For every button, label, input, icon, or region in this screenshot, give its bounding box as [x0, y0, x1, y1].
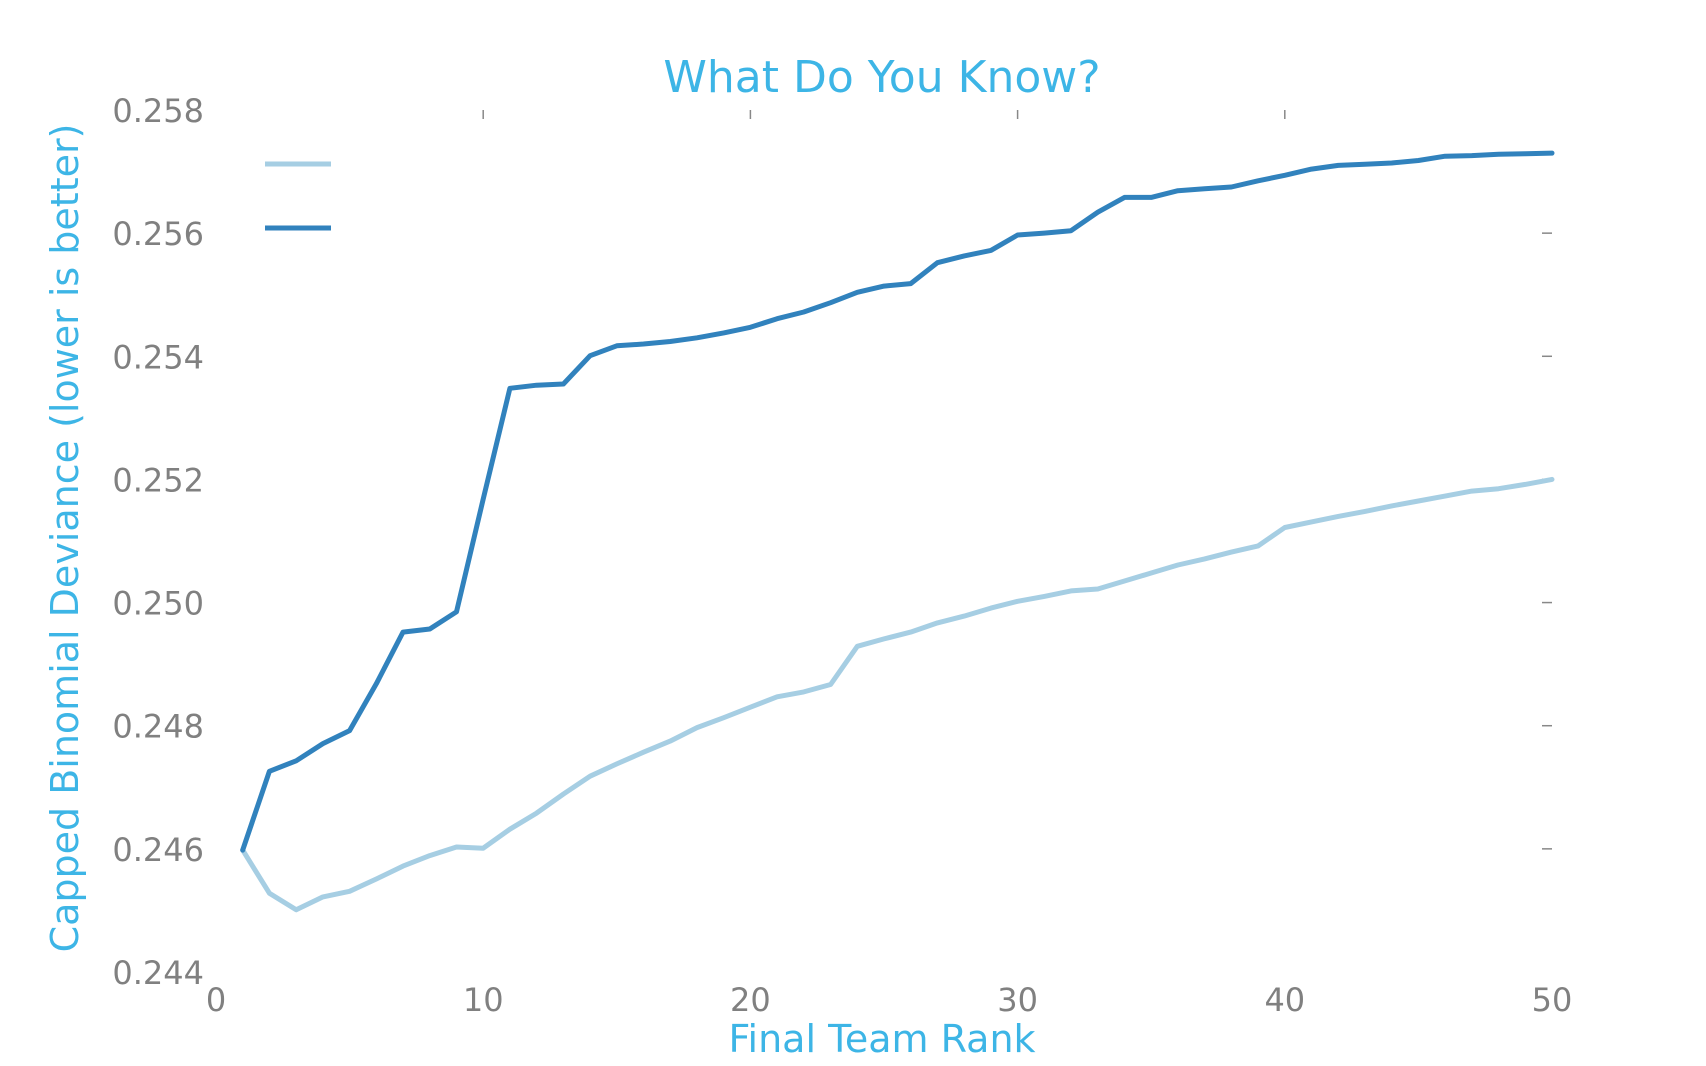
series-line-1 [240, 476, 1555, 913]
x-tick-label: 30 [997, 981, 1038, 1019]
x-tick-label: 40 [1264, 981, 1305, 1019]
x-tick-label: 50 [1532, 981, 1573, 1019]
x-tick-label: 10 [463, 981, 504, 1019]
y-tick-label: 0.252 [112, 461, 204, 499]
x-tick-label: 20 [730, 981, 771, 1019]
chart-title: What Do You Know? [663, 52, 1100, 103]
x-tick-label: 0 [206, 981, 226, 1019]
y-tick-label: 0.244 [112, 954, 204, 992]
axis-ticks: 0 10 20 30 40 50 0.244 0.246 0.248 0.250 0.252 0.25… [112, 92, 1572, 1019]
series-line-2 [240, 150, 1555, 853]
y-tick-label: 0.256 [112, 215, 204, 253]
legend [265, 161, 331, 231]
y-tick-label: 0.246 [112, 831, 204, 869]
y-tick-label: 0.258 [112, 92, 204, 130]
y-tick-label: 0.248 [112, 708, 204, 746]
y-tick-label: 0.254 [112, 338, 204, 376]
plot-area [240, 150, 1555, 913]
y-axis-label: Capped Binomial Deviance (lower is bette… [43, 124, 87, 953]
y-tick-label: 0.250 [112, 585, 204, 623]
x-axis-label: Final Team Rank [728, 1017, 1035, 1061]
